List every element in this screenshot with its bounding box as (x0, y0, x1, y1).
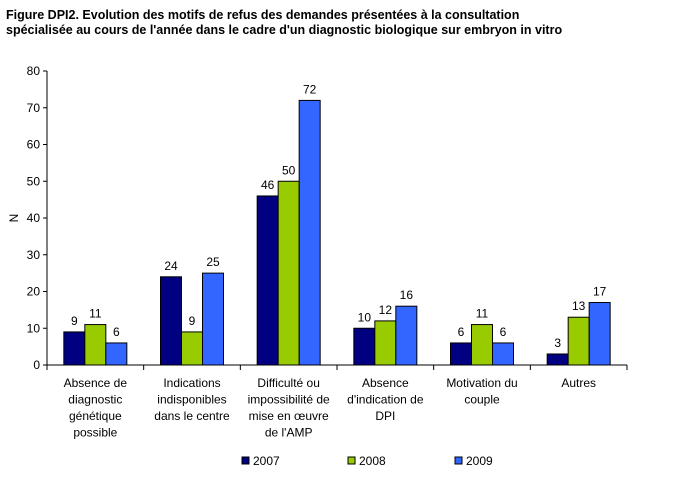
bar-value-label: 50 (282, 163, 296, 177)
bar-series-2008: 11 9 50 12 11 13 (84, 163, 590, 366)
x-category-label: Indications indisponibles dans le centre (154, 376, 230, 423)
bar (353, 327, 376, 366)
y-tick-label: 70 (27, 101, 41, 115)
y-tick-label: 0 (33, 358, 40, 372)
bar-series-2009: 6 25 72 16 6 17 (105, 82, 611, 366)
y-tick-label: 20 (27, 285, 41, 299)
bar (63, 331, 86, 366)
y-tick-label: 80 (27, 64, 41, 78)
x-category-label: Difficulté ou impossibilité de mise en œuv… (248, 376, 330, 440)
bar-value-label: 72 (303, 82, 317, 96)
legend-label: 2007 (253, 454, 280, 468)
bar (374, 320, 397, 366)
bar-value-label: 10 (358, 310, 372, 324)
x-category-label: Absence de diagnostic génétique possible (64, 376, 128, 440)
y-axis-label: N (7, 214, 21, 223)
chart-title-line-2: spécialisée au cours de l'année dans le … (6, 23, 563, 37)
bar-value-label: 17 (593, 285, 607, 299)
x-axis: Absence de diagnostic génétique possible Ind… (46, 364, 628, 440)
bar-value-label: 25 (206, 255, 220, 269)
bar-series-group: 9 24 46 10 6 3 11 9 50 12 11 13 6 25 72 16 6 17 (63, 82, 611, 366)
bar-value-label: 6 (458, 325, 465, 339)
bar-value-label: 11 (476, 307, 489, 321)
bar (84, 324, 107, 366)
bar-value-label: 6 (500, 325, 507, 339)
bar-value-label: 12 (379, 303, 393, 317)
y-tick-label: 50 (27, 174, 41, 188)
chart-title-line-1: Figure DPI2. Evolution des motifs de ref… (6, 8, 520, 22)
x-category-label: Absence d'indication de DPI (347, 376, 424, 423)
y-tick-label: 30 (27, 248, 41, 262)
legend-item-2009: 2009 (454, 454, 493, 468)
bar (450, 342, 472, 366)
bar-value-label: 11 (89, 307, 102, 321)
legend-swatch (347, 456, 356, 465)
x-category-label: Autres (561, 376, 596, 390)
bar-value-label: 9 (189, 314, 196, 328)
bar (181, 331, 203, 366)
legend-item-2008: 2008 (347, 454, 386, 468)
bar-value-label: 16 (400, 288, 414, 302)
legend-swatch (241, 456, 250, 465)
bar (567, 316, 590, 366)
bar (277, 180, 300, 366)
bar-value-label: 24 (164, 259, 178, 273)
legend: 2007 2008 2009 (241, 454, 493, 468)
bar-series-2007: 9 24 46 10 6 3 (63, 178, 569, 366)
y-tick-label: 40 (27, 211, 41, 225)
y-tick-label: 60 (27, 138, 41, 152)
y-axis: 0 10 20 30 40 50 60 70 80 (27, 64, 48, 372)
bar-value-label: 9 (71, 314, 78, 328)
bar (160, 276, 182, 366)
bar (471, 324, 493, 366)
bar-value-label: 46 (261, 178, 275, 192)
bar (202, 272, 224, 366)
bar (395, 305, 418, 366)
bar (256, 195, 279, 366)
bar-value-label: 13 (572, 299, 586, 313)
chart-title: Figure DPI2. Evolution des motifs de ref… (6, 8, 678, 38)
legend-label: 2008 (359, 454, 386, 468)
legend-label: 2009 (466, 454, 493, 468)
bar-value-label: 6 (113, 325, 120, 339)
bar-value-label: 3 (554, 336, 561, 350)
y-tick-label: 10 (27, 321, 41, 335)
legend-swatch (454, 456, 463, 465)
bar (298, 99, 321, 366)
legend-item-2007: 2007 (241, 454, 280, 468)
bar (105, 342, 128, 366)
x-category-label: Motivation du couple (446, 376, 517, 407)
bar (588, 302, 611, 366)
bar (492, 342, 514, 366)
bar (546, 353, 569, 366)
